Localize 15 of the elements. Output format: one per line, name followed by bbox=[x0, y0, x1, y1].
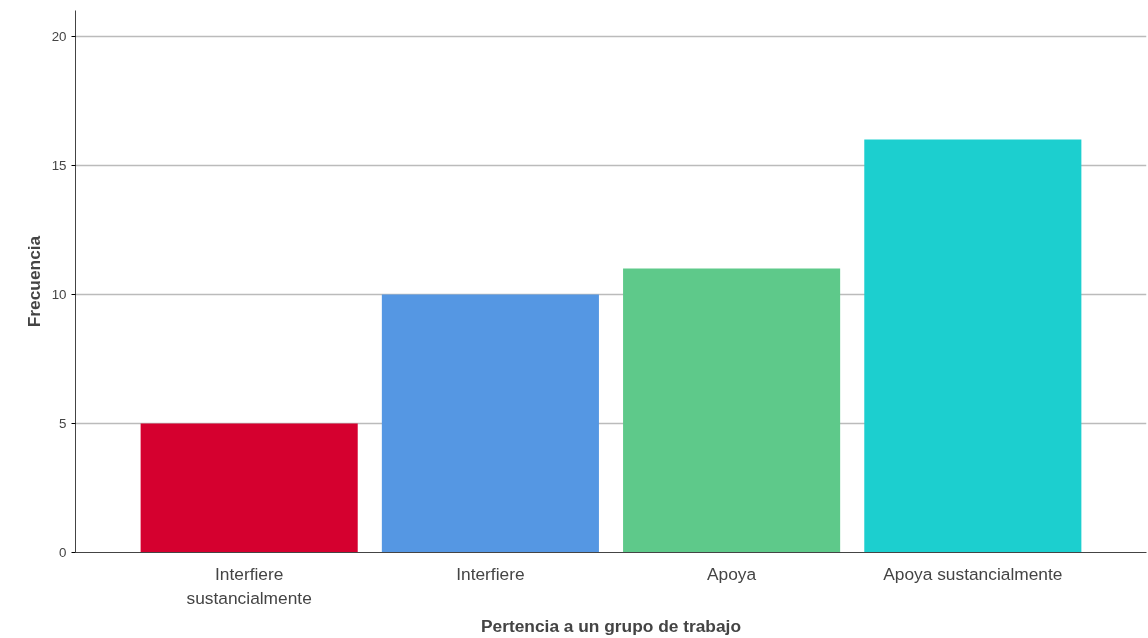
x-tick-label: Apoya sustancialmente bbox=[883, 563, 1063, 584]
bar bbox=[140, 423, 358, 553]
y-tick-label: 20 bbox=[51, 28, 67, 44]
y-tick-label: 0 bbox=[59, 545, 67, 560]
y-tick-label: 10 bbox=[51, 286, 67, 302]
x-tick-label: Interfiere bbox=[456, 563, 525, 584]
bar bbox=[864, 139, 1082, 553]
y-axis-title: Frecuencia bbox=[23, 235, 44, 328]
y-tick-label: 5 bbox=[59, 415, 67, 431]
x-tick-label: Apoya bbox=[707, 563, 757, 584]
y-tick-label: 15 bbox=[51, 157, 67, 173]
bar bbox=[381, 294, 599, 553]
x-axis-title: Pertencia a un grupo de trabajo bbox=[481, 615, 741, 636]
x-tick-label: Interfiere sustancialmente bbox=[186, 563, 312, 608]
bar bbox=[623, 268, 841, 553]
